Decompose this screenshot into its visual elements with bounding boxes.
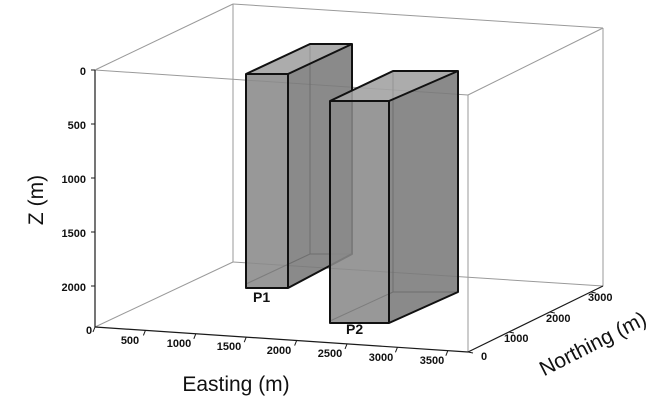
x-axis-title: Easting (m) (182, 373, 289, 396)
prism-label-p2: P2 (346, 321, 363, 337)
prism-p1-front-face (246, 74, 288, 288)
x-tick-label: 3000 (369, 352, 393, 364)
z-axis-title: Z (m) (25, 175, 48, 225)
x-tick-mark (193, 333, 197, 339)
y-tick-labels: 0 1000 2000 3000 (481, 292, 612, 363)
z-tick-label: 2000 (62, 282, 86, 294)
y-tick-label: 0 (481, 351, 487, 363)
y-tick-mark (508, 331, 515, 334)
x-tick-mark (394, 347, 398, 353)
x-tick-label: 3500 (420, 355, 444, 367)
x-tick-label: 2500 (318, 348, 342, 360)
x-tick-label: 1500 (217, 341, 241, 353)
x-tick-label: 500 (121, 335, 139, 347)
x-tick-mark (344, 343, 348, 350)
y-tick-label: 3000 (588, 292, 612, 304)
tick-marks (91, 69, 596, 356)
x-tick-mark (92, 326, 96, 333)
x-tick-mark (445, 350, 449, 356)
x-tick-mark (243, 336, 247, 343)
z-tick-labels: 0 500 1000 1500 2000 (62, 66, 86, 294)
z-tick-label: 1000 (62, 174, 86, 186)
x-tick-mark (142, 330, 146, 336)
z-tick-label: 0 (80, 66, 86, 78)
prism-p1-top-face (246, 44, 352, 74)
y-tick-mark (549, 311, 555, 314)
x-tick-mark (294, 340, 298, 346)
prism-label-p1: P1 (253, 289, 270, 305)
prism-p2-side-face (389, 71, 458, 323)
z-tick-label: 1500 (62, 228, 86, 240)
prism-p2 (329, 70, 459, 324)
x-tick-label: 2000 (267, 345, 291, 357)
y-tick-mark (467, 351, 474, 354)
y-tick-mark (590, 291, 596, 294)
x-tick-label: 0 (86, 325, 92, 337)
x-tick-labels: 0 500 1000 1500 2000 2500 3000 3500 (86, 325, 444, 367)
y-tick-label: 1000 (504, 333, 528, 345)
prism-p2-top-face (330, 71, 458, 101)
z-tick-label: 500 (68, 120, 86, 132)
x-tick-label: 1000 (167, 338, 191, 350)
y-axis-line (467, 285, 604, 353)
y-tick-label: 2000 (546, 313, 570, 325)
x-axis-line (94, 326, 469, 353)
axes (94, 70, 604, 353)
prism-p2-front-face (330, 101, 389, 323)
